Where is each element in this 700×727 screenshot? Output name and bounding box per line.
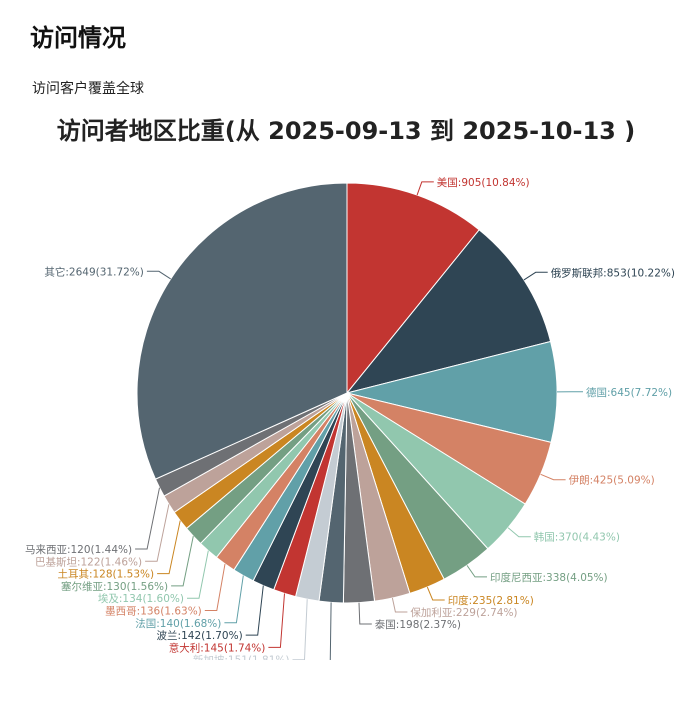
pie-slice[interactable] (136, 182, 348, 480)
chart-title: 访问者地区比重(从 2025-09-13 到 2025-10-13 ) (57, 117, 635, 145)
slice-label: 美国:905(10.84%) (437, 176, 530, 189)
label-line (187, 550, 209, 599)
slice-label: 伊朗:425(5.09%) (569, 475, 655, 487)
label-line (416, 181, 434, 196)
slice-label: 印度:235(2.81%) (448, 594, 534, 607)
slice-label: 埃及:134(1.60%) (98, 592, 184, 605)
slice-label: 韩国:370(4.43%) (534, 531, 620, 544)
label-line (507, 527, 531, 538)
page-title: 访问情况 (30, 24, 126, 52)
label-line (268, 593, 285, 648)
label-line (146, 270, 171, 280)
slice-label: 波兰:142(1.70%) (157, 629, 243, 642)
slice-label: 塞尔维亚:130(1.56%) (61, 580, 168, 593)
pie-slice[interactable] (346, 340, 558, 443)
slice-label: 保加利亚:229(2.74%) (410, 606, 517, 619)
pie-labels: 美国:905(10.84%) 俄罗斯联邦:853(10.22%) 德国:645(7.… (25, 176, 675, 660)
label-line (224, 575, 244, 624)
slice-label: 德国:645(7.72%) (586, 386, 672, 399)
label-line (145, 504, 170, 562)
slice-label: 墨西哥:136(1.63%) (105, 606, 202, 618)
label-line (329, 602, 332, 660)
label-line (540, 473, 566, 481)
slice-label: 其它:2649(31.72%) (44, 265, 144, 278)
pie-chart-svg: 访问者地区比重(从 2025-09-13 到 2025-10-13 ) 美国:9… (25, 117, 675, 660)
label-line (466, 565, 487, 578)
label-line (523, 271, 548, 281)
slice-label: 新加坡:151(1.81%) (193, 654, 290, 660)
label-line (426, 586, 445, 601)
slice-label: 土耳其:128(1.53%) (57, 568, 154, 581)
slice-label: 印度尼西亚:338(4.05%) (490, 571, 608, 584)
label-line (157, 520, 181, 575)
pie-chart: 访问者地区比重(从 2025-09-13 到 2025-10-13 ) 美国:9… (0, 100, 700, 660)
slice-label: 巴基斯坦:122(1.46%) (35, 555, 142, 568)
page-subtitle: 访问客户覆盖全球 (32, 81, 144, 97)
slice-label: 马来西亚:120(1.44%) (25, 544, 132, 556)
slice-label: 泰国:198(2.37%) (375, 618, 461, 631)
label-line (135, 487, 160, 550)
slice-label: 意大利:145(1.74%) (169, 641, 266, 654)
label-line (245, 585, 264, 636)
label-line (391, 597, 408, 613)
label-line (358, 602, 372, 625)
label-line (171, 535, 194, 587)
slice-label: 法国:140(1.68%) (135, 617, 221, 630)
pie-slices (136, 182, 558, 604)
label-line (292, 599, 308, 660)
label-line (204, 563, 226, 611)
slice-label: 俄罗斯联邦:853(10.22%) (551, 266, 675, 279)
